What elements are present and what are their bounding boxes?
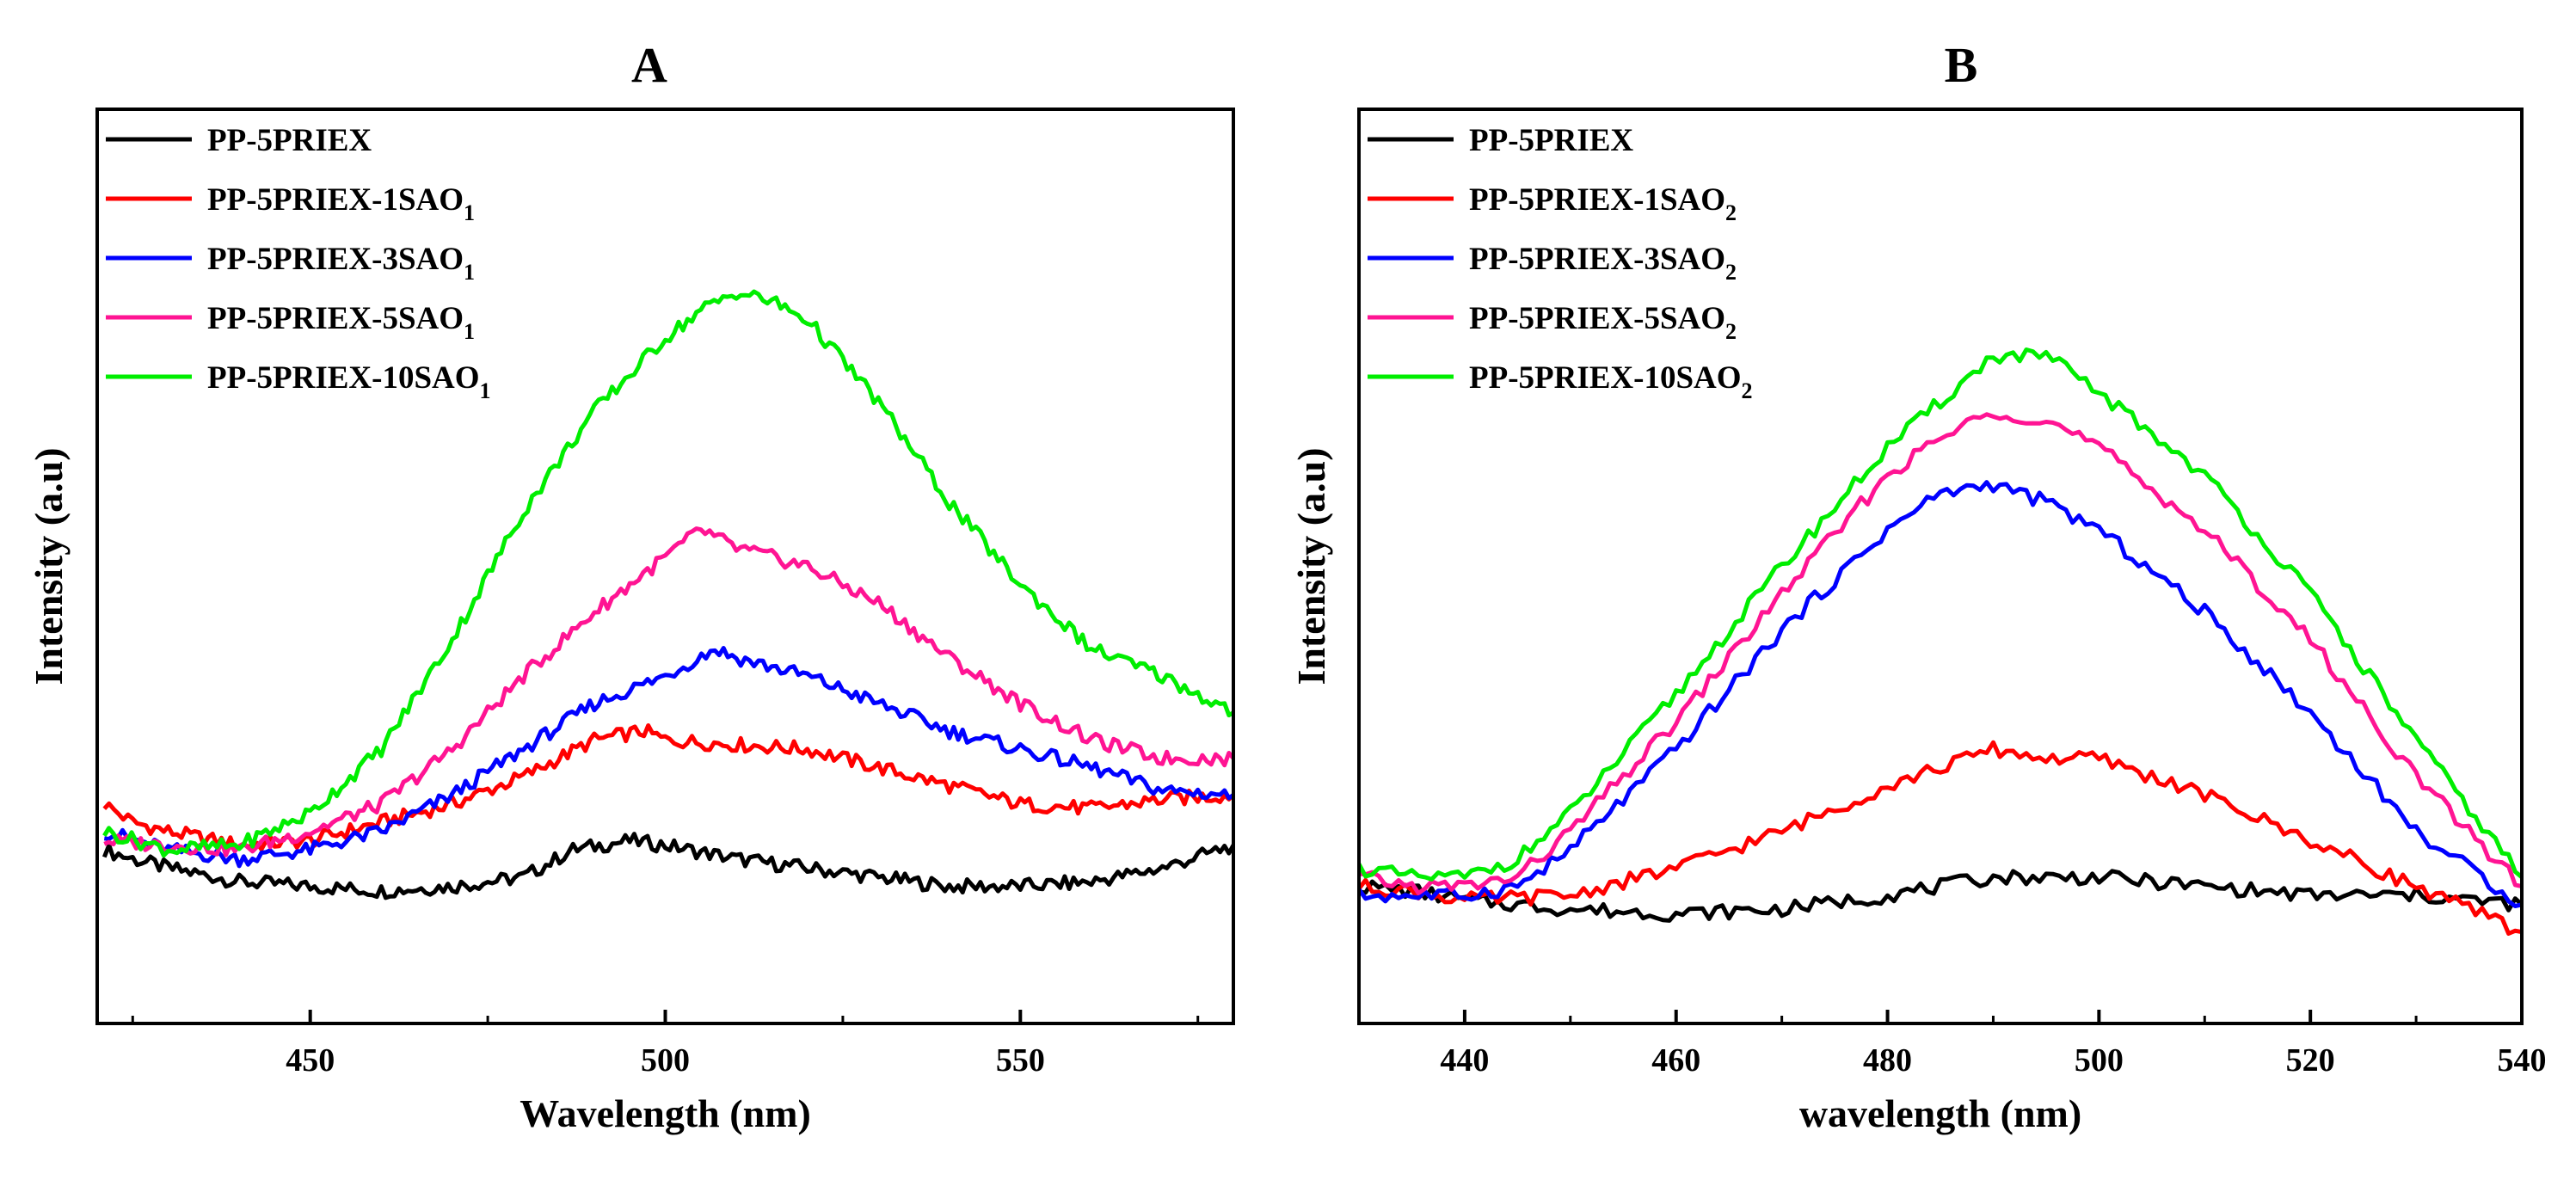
- legend-label: PP-5PRIEX-5SAO: [1469, 301, 1725, 336]
- x-tick-label: 540: [2498, 1042, 2547, 1079]
- x-tick-label: 460: [1651, 1042, 1700, 1079]
- legend-label: PP-5PRIEX-3SAO: [1469, 242, 1725, 277]
- plot-frame: [1357, 108, 2524, 1025]
- x-tick-label: 440: [1440, 1042, 1489, 1079]
- legend-entry: PP-5PRIEX-5SAO2: [1469, 301, 1737, 344]
- legend-entry: PP-5PRIEX-10SAO2: [1469, 360, 1753, 403]
- panel-label: B: [1945, 37, 1978, 93]
- x-tick-label: 520: [2286, 1042, 2335, 1079]
- legend-label: PP-5PRIEX-3SAO: [207, 242, 464, 277]
- x-axis-title: Wavelength (nm): [520, 1091, 811, 1135]
- legend-label: PP-5PRIEX: [207, 123, 372, 158]
- legend: PP-5PRIEXPP-5PRIEX-1SAO2PP-5PRIEX-3SAO2P…: [1368, 123, 1753, 403]
- legend-label: PP-5PRIEX: [1469, 123, 1633, 158]
- legend-subscript: 2: [1725, 319, 1737, 344]
- panel-label: A: [631, 37, 667, 93]
- legend-label: PP-5PRIEX-10SAO: [1469, 360, 1742, 396]
- legend-subscript: 1: [464, 200, 475, 225]
- series-line-4: [102, 289, 1233, 858]
- legend-label: PP-5PRIEX-5SAO: [207, 301, 464, 336]
- x-tick-label: 500: [2075, 1042, 2124, 1079]
- series-line-0: [101, 832, 1233, 900]
- legend-entry: PP-5PRIEX: [1469, 123, 1633, 158]
- legend-subscript: 2: [1725, 200, 1737, 225]
- panel-A: A 450 500 550 Wavelength (nm) Intensity (a.u)…: [27, 37, 1235, 1135]
- legend-subscript: 2: [1725, 260, 1737, 285]
- x-tick-label: 550: [996, 1042, 1045, 1079]
- legend-entry: PP-5PRIEX-1SAO1: [207, 182, 475, 225]
- x-axis-title: wavelength (nm): [1799, 1091, 2081, 1135]
- y-axis-title: Intensity (a.u): [1289, 447, 1333, 685]
- legend: PP-5PRIEXPP-5PRIEX-1SAO1PP-5PRIEX-3SAO1P…: [106, 123, 491, 403]
- series-line-3: [1359, 412, 2522, 895]
- x-tick-label: 500: [641, 1042, 690, 1079]
- legend-entry: PP-5PRIEX: [207, 123, 372, 158]
- x-tick-label: 450: [286, 1042, 335, 1079]
- series-line-4: [1359, 347, 2522, 882]
- y-axis-title: Intensity (a.u): [27, 447, 71, 685]
- legend-subscript: 2: [1742, 378, 1753, 403]
- legend-entry: PP-5PRIEX-1SAO2: [1469, 182, 1737, 225]
- x-tick-label: 480: [1863, 1042, 1912, 1079]
- series-group: [1359, 347, 2522, 936]
- legend-entry: PP-5PRIEX-3SAO2: [1469, 242, 1737, 285]
- legend-subscript: 1: [464, 260, 475, 285]
- series-line-2: [1359, 480, 2522, 908]
- series-line-1: [1359, 740, 2522, 936]
- legend-entry: PP-5PRIEX-10SAO1: [207, 360, 491, 403]
- legend-label: PP-5PRIEX-1SAO: [1469, 182, 1725, 218]
- series-line-3: [103, 526, 1233, 857]
- series-group: [101, 289, 1233, 900]
- legend-subscript: 1: [464, 319, 475, 344]
- legend-entry: PP-5PRIEX-3SAO1: [207, 242, 475, 285]
- series-line-2: [103, 646, 1233, 869]
- legend-label: PP-5PRIEX-10SAO: [207, 360, 480, 396]
- panel-B: B 440 460 480 500 520 540 wavelength (nm) Intens…: [1289, 37, 2547, 1135]
- legend-label: PP-5PRIEX-1SAO: [207, 182, 464, 218]
- legend-entry: PP-5PRIEX-5SAO1: [207, 301, 475, 344]
- legend-subscript: 1: [480, 378, 491, 403]
- series-line-0: [1359, 869, 2522, 923]
